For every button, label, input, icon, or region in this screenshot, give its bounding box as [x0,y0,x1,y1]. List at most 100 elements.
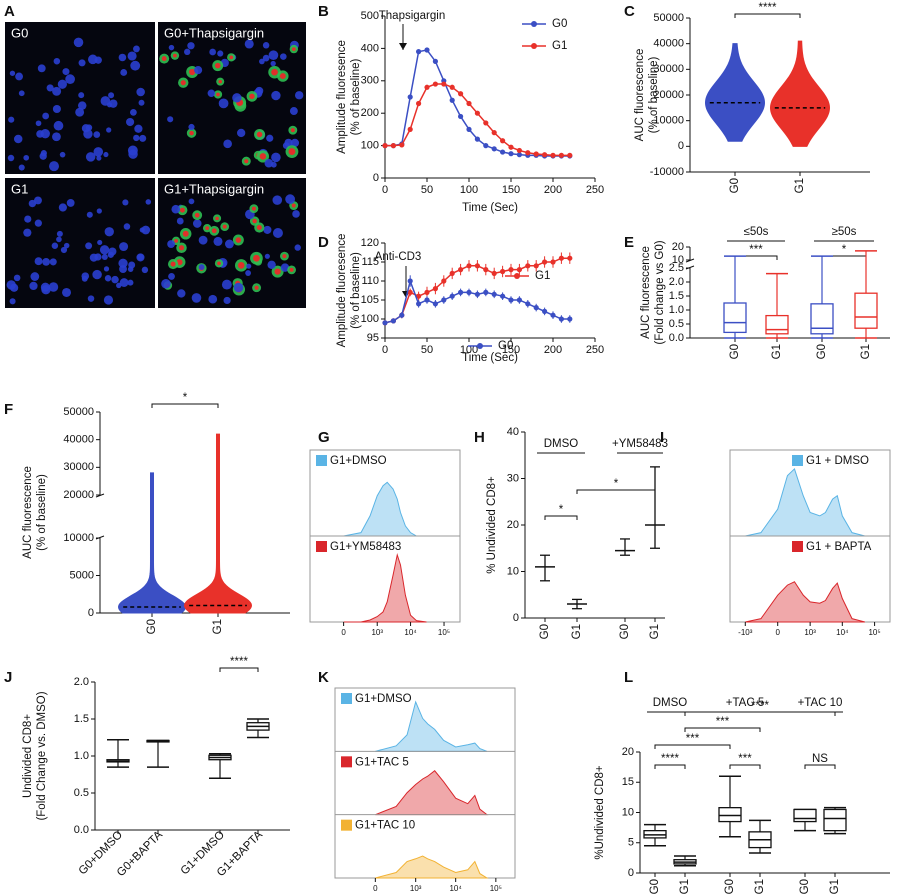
x-tick-label: 10³ [371,628,383,637]
significance-bracket [219,667,259,672]
cell [97,239,103,246]
cell [119,242,129,252]
x-tick-label: G0 [539,624,551,639]
significance-bracket [576,489,656,494]
data-point [500,268,506,275]
cell [52,86,62,96]
cell-core [290,128,295,133]
y-axis-label: (Fold change vs G0) [654,240,666,344]
data-point [491,291,497,297]
cell [9,283,19,292]
cell-core [179,207,185,213]
data-point [542,308,548,314]
cell [49,161,60,172]
significance-label: * [842,244,847,256]
significance-bracket [151,403,219,408]
data-point [491,146,497,152]
x-tick-label: G1 [794,178,806,193]
data-point [407,94,413,100]
cell [13,274,21,282]
box [723,302,747,334]
data-point [382,143,388,149]
group-title: DMSO [653,697,688,709]
data-point [558,316,565,322]
cell [246,263,252,269]
significance-bracket [684,711,836,716]
significance-label: *** [716,716,730,728]
sample-label: G1+TAC 5 [355,756,409,768]
data-point [432,81,438,87]
x-tick-label: G1 [679,879,691,894]
cell [34,257,43,266]
data-point [416,49,422,55]
cell [191,293,202,303]
data-point [567,316,573,322]
cell [223,139,232,149]
y-tick-label: 20 [622,746,634,758]
cell [187,42,195,50]
cell-core [237,262,245,269]
cell [93,131,101,138]
legend-marker [531,43,537,49]
data-point [508,267,514,273]
cell-core [222,224,227,229]
cell [177,289,186,298]
panel-letter: E [624,234,634,251]
data-point [550,152,556,158]
data-point [474,136,480,142]
cell-core [174,238,178,243]
data-point [424,84,430,90]
y-axis-label: AUC fluorescence [22,466,34,559]
data-point [458,91,464,97]
legend-swatch [341,693,352,704]
y-tick-label: 10 [507,565,519,577]
data-point [567,152,573,158]
significance-bracket [544,515,578,520]
cell [255,86,264,95]
box [854,292,878,329]
cell-core [274,268,281,275]
series-line [385,83,570,157]
significance-label: * [183,392,188,404]
cell-core [178,245,185,251]
x-axis-label: Time (Sec) [462,202,518,214]
y-tick-label: 0.5 [669,318,684,330]
x-tick-label: 10⁵ [438,628,450,637]
x-tick-label: 10⁴ [404,628,417,637]
y-tick-label: 95 [367,332,379,344]
data-point [416,100,422,107]
sample-label: G1 + DMSO [806,455,869,467]
cell [48,282,59,292]
cell [46,84,54,92]
cell [218,98,229,109]
data-point [483,267,489,273]
cell [23,228,32,237]
x-tick-label: G0 [729,178,741,193]
cell [289,107,298,115]
cell-core [217,261,221,266]
cell [62,68,70,76]
cell [116,282,122,289]
significance-label: **** [751,700,769,712]
legend-swatch [341,819,352,831]
cell-core [161,56,167,62]
sample-label: G1+TAC 10 [355,820,415,832]
cell [221,279,232,290]
cell [8,116,15,123]
cell [34,196,42,205]
cell [66,198,75,207]
x-tick-label: -10³ [738,628,753,637]
y-tick-label: 10000 [63,532,94,544]
cell-core [253,254,260,262]
cell [9,70,16,76]
x-tick-label: 100 [460,184,478,196]
y-axis-label: Undivided CD8+ [22,714,34,798]
y-axis-label: (% of baseline) [648,56,660,133]
cell [58,203,67,212]
data-point [424,289,430,295]
y-tick-label: 400 [361,42,379,54]
significance-label: NS [812,753,828,765]
cell [198,235,208,245]
cell [52,104,61,114]
cell-core [215,216,219,221]
